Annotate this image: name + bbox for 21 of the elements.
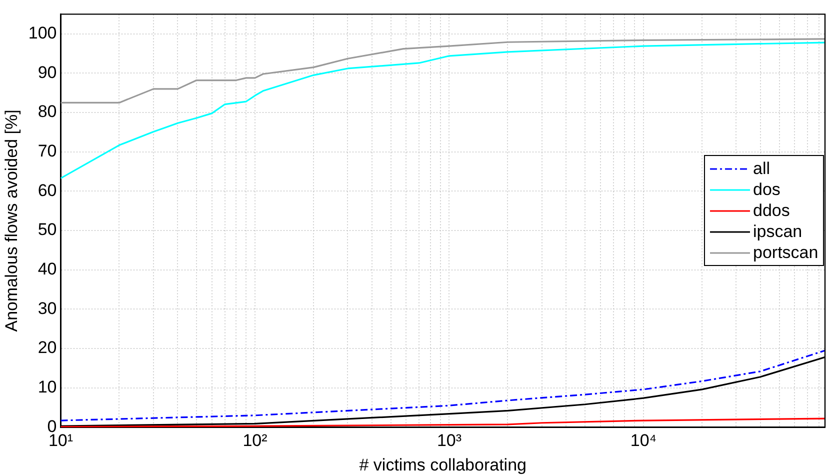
x-axis-title: # victims collaborating	[359, 455, 527, 474]
y-tick-label: 40	[38, 260, 57, 279]
y-tick-label: 10	[38, 378, 57, 397]
legend-label: ddos	[753, 200, 790, 222]
y-tick-label: 60	[38, 180, 57, 200]
x-tick-label: 10²	[242, 431, 268, 450]
legend-label: all	[753, 158, 770, 180]
y-tick-label: 100	[28, 24, 57, 43]
x-tick-label: 10⁴	[630, 431, 657, 450]
legend-label: portscan	[753, 242, 818, 264]
y-tick-label: 80	[38, 102, 57, 122]
x-tick-label: 10³	[436, 431, 462, 450]
legend-label: dos	[753, 179, 780, 200]
y-tick-label: 70	[38, 142, 57, 161]
legend-label: ipscan	[753, 221, 802, 242]
y-axis-title: Anomalous flows avoided [%]	[2, 110, 21, 332]
y-tick-label: 20	[38, 338, 57, 358]
x-tick-label: 10¹	[48, 431, 74, 450]
y-tick-label: 30	[38, 298, 57, 318]
y-tick-label: 50	[38, 220, 57, 240]
y-tick-label: 90	[38, 62, 57, 82]
